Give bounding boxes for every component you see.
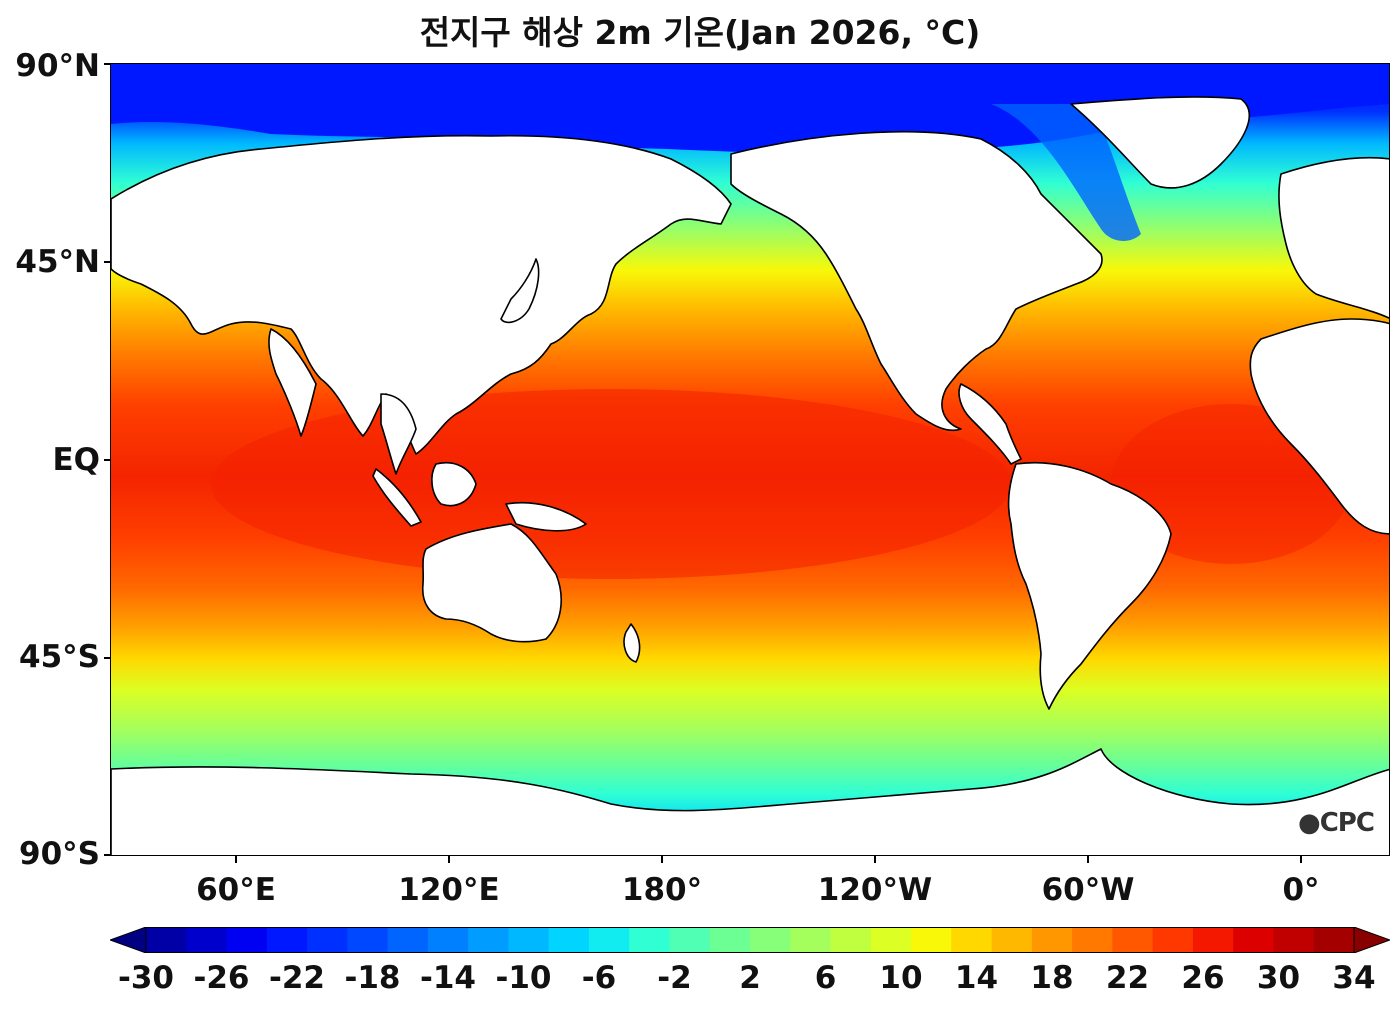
colorbar-bin: [1192, 927, 1234, 953]
x-tick-label-120w: 120°W: [817, 872, 933, 908]
land-north-america: [730, 131, 1103, 432]
colorbar-label: -18: [344, 960, 401, 996]
colorbar-label: -14: [419, 960, 476, 996]
land-greenland: [1070, 96, 1251, 189]
colorbar-bin: [347, 927, 389, 953]
colorbar-bin: [1072, 927, 1113, 953]
land-india: [268, 328, 317, 437]
colorbar-bin: [307, 927, 348, 953]
y-tick: [104, 657, 110, 659]
colorbar-bin: [790, 927, 832, 953]
colorbar-label: 2: [739, 960, 761, 996]
land-central-america: [958, 383, 1022, 465]
x-tick-label-60w: 60°W: [1041, 872, 1135, 908]
land-africa: [1249, 318, 1389, 535]
colorbar-bin: [1152, 927, 1194, 953]
colorbar-bin: [911, 927, 952, 953]
x-tick: [874, 856, 876, 863]
colorbar-label: -10: [495, 960, 552, 996]
y-tick-label-45n: 45°N: [15, 244, 100, 280]
colorbar-bin: [750, 927, 791, 953]
colorbar-outline: [145, 927, 1355, 953]
x-tick: [235, 856, 237, 863]
colorbar-extend-high: [1353, 927, 1390, 953]
y-tick: [104, 459, 110, 461]
y-tick: [104, 261, 110, 263]
colorbar-label: 26: [1181, 960, 1225, 996]
colorbar-label: -6: [581, 960, 617, 996]
colorbar-label: 6: [814, 960, 837, 996]
map-title: 전지구 해상 2m 기온(Jan 2026, °C): [419, 13, 981, 52]
colorbar-label: -2: [657, 960, 692, 996]
y-tick: [104, 854, 110, 856]
colorbar-bin: [709, 927, 751, 953]
land-sumatra: [372, 468, 422, 527]
colorbar-label: -30: [117, 960, 174, 996]
land-asia: [111, 134, 732, 455]
colorbar-bin: [629, 927, 670, 953]
y-tick: [104, 63, 110, 65]
colorbar-label: 34: [1332, 960, 1376, 996]
colorbar-bin: [870, 927, 912, 953]
y-tick-label-eq: EQ: [52, 442, 100, 478]
x-tick: [1087, 856, 1089, 863]
land-europe: [1278, 156, 1389, 319]
colorbar-bin: [1233, 927, 1274, 953]
y-tick-label-90n: 90°N: [15, 48, 100, 84]
land-indochina: [380, 393, 417, 475]
land-newzealand: [623, 623, 641, 663]
land-japan: [500, 258, 540, 324]
colorbar-bin: [588, 927, 630, 953]
colorbar-bin: [1313, 927, 1355, 953]
land-antarctica: [111, 748, 1389, 855]
logo-text: CPC: [1319, 808, 1375, 838]
cpc-logo: ●CPC: [1298, 808, 1375, 838]
colorbar-bin: [951, 927, 993, 953]
land-borneo: [431, 462, 477, 507]
map-panel: [110, 63, 1390, 856]
x-tick: [661, 856, 663, 863]
colorbar-label: -26: [193, 960, 250, 996]
x-tick-label-120e: 120°E: [398, 872, 500, 908]
x-tick-label-0: 0°: [1282, 872, 1320, 908]
y-tick-label-90s: 90°S: [19, 836, 100, 872]
warm-pool: [211, 389, 1011, 579]
colorbar-bin: [1031, 927, 1073, 953]
temperature-field: [111, 64, 1389, 855]
colorbar-label: 22: [1105, 960, 1150, 996]
colorbar-label: 30: [1256, 960, 1301, 996]
x-tick: [448, 856, 450, 863]
colorbar-bin: [266, 927, 308, 953]
colorbar-label: 10: [879, 960, 923, 996]
colorbar-bin: [146, 927, 187, 953]
colorbar-bin: [468, 927, 509, 953]
labrador-cold: [991, 104, 1141, 241]
colorbar-label: 14: [954, 960, 999, 996]
y-tick-label-45s: 45°S: [19, 639, 100, 675]
colorbar-bin: [1112, 927, 1154, 953]
colorbar-bin: [186, 927, 228, 953]
colorbar-bin: [226, 927, 268, 953]
colorbar-bin: [991, 927, 1033, 953]
colorbar-label: -22: [268, 960, 325, 996]
x-tick-label-60e: 60°E: [196, 872, 276, 908]
colorbar-extend-low: [110, 927, 147, 953]
colorbar-bin: [669, 927, 711, 953]
colorbar-bin: [1273, 927, 1315, 953]
colorbar-bin: [548, 927, 590, 953]
land-south-america: [1007, 461, 1172, 710]
colorbar-label: 18: [1030, 960, 1074, 996]
x-tick-label-180: 180°: [621, 872, 703, 908]
colorbar-bin: [427, 927, 469, 953]
colorbar-bin: [387, 927, 429, 953]
land-newguinea: [505, 501, 587, 532]
x-tick: [1300, 856, 1302, 863]
land-australia: [421, 523, 562, 643]
colorbar-bin: [508, 927, 550, 953]
colorbar-bin: [830, 927, 872, 953]
colorbar: [110, 927, 1390, 953]
